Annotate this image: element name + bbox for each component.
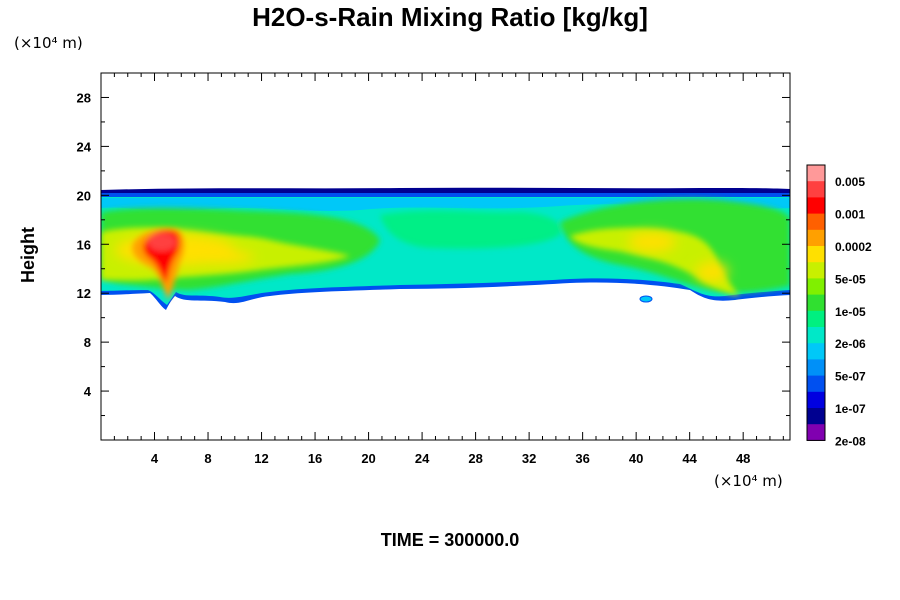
field-red-center (148, 233, 176, 251)
plot-frame (100, 72, 791, 441)
y-tick-label: 12 (77, 286, 91, 301)
x-unit-label: (×10⁴ m) (714, 472, 783, 490)
colorbar-swatch (807, 375, 825, 393)
colorbar-swatch (807, 278, 825, 296)
colorbar-label: 5e-05 (835, 272, 866, 286)
colorbar-label: 0.005 (835, 175, 865, 189)
field-top-patch (101, 198, 790, 212)
colorbar-swatch (807, 343, 825, 360)
colorbar-frame (806, 164, 826, 441)
colorbar-label: 0.001 (835, 208, 865, 222)
y-tick-label: 28 (77, 90, 91, 105)
y-tick-label: 20 (77, 188, 91, 203)
x-tick-label: 24 (415, 451, 430, 466)
x-tick-label: 32 (522, 451, 536, 466)
x-tick-label: 44 (682, 451, 697, 466)
colorbar-swatch (807, 408, 825, 425)
y-tick-label: 8 (84, 335, 91, 350)
colorbar-label: 5e-07 (835, 370, 866, 384)
x-tick-label: 20 (361, 451, 375, 466)
y-unit-label: (×10⁴ m) (14, 34, 83, 52)
x-tick-label: 16 (308, 451, 322, 466)
x-tick-label: 4 (151, 451, 159, 466)
colorbar-label: 1e-05 (835, 305, 866, 319)
colorbar-label: 2e-08 (835, 434, 866, 448)
x-tick-label: 40 (629, 451, 643, 466)
field-small-blob (639, 295, 653, 303)
field-green-mid (380, 210, 561, 249)
x-tick-label: 8 (204, 451, 211, 466)
colorbar-swatch (807, 246, 825, 263)
colorbar-swatch (807, 391, 825, 409)
chart-title: H2O-s-Rain Mixing Ratio [kg/kg] (252, 2, 648, 32)
colorbar-label: 0.0002 (835, 240, 872, 254)
colorbar-label: 1e-07 (835, 402, 866, 416)
x-tick-label: 12 (254, 451, 268, 466)
colorbar: 0.005 0.001 0.0002 5e-05 1e-05 2e-06 5e-07 1e-0… (806, 164, 872, 448)
x-tick-label: 36 (575, 451, 589, 466)
colorbar-swatch (807, 181, 825, 198)
colorbar-swatch (807, 310, 825, 328)
field-yellow-mid (175, 250, 255, 264)
colorbar-swatch (807, 424, 825, 441)
colorbar-swatch (807, 359, 825, 377)
colorbar-swatch (807, 229, 825, 247)
x-tick-label: 48 (736, 451, 750, 466)
field-yellow-right2 (696, 262, 728, 282)
field-ygreen-right (570, 227, 740, 296)
y-tick-label: 16 (77, 237, 91, 252)
mixing-ratio-field (101, 187, 790, 310)
y-tick-label: 24 (77, 139, 92, 154)
x-tick-label: 28 (468, 451, 482, 466)
colorbar-swatch (807, 294, 825, 312)
colorbar-swatch (807, 165, 825, 182)
colorbar-swatch (807, 213, 825, 231)
field-yellow-right (628, 232, 676, 252)
colorbar-swatch (807, 262, 825, 279)
colorbar-label: 2e-06 (835, 337, 866, 351)
y-tick-label: 4 (84, 384, 92, 399)
colorbar-swatch (807, 197, 825, 215)
colorbar-swatch (807, 327, 825, 344)
time-label: TIME = 300000.0 (380, 530, 520, 550)
